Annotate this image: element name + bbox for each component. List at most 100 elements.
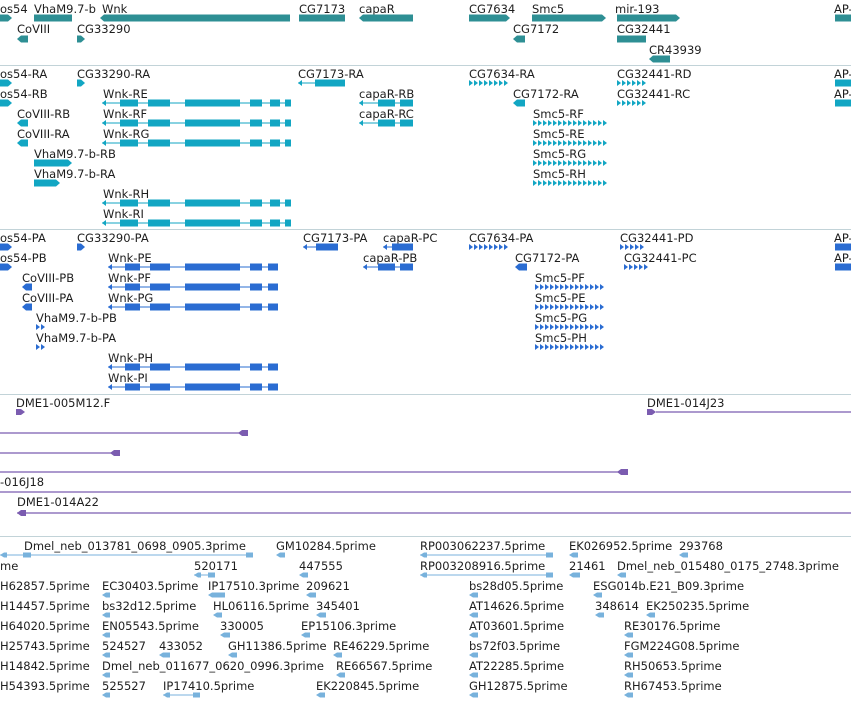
- proteins-feature-label[interactable]: CoVIII-PB: [22, 271, 75, 285]
- transcript-glyph-exon[interactable]: [148, 99, 170, 107]
- protein-glyph[interactable]: [600, 344, 604, 350]
- transcript-glyph[interactable]: [513, 99, 525, 107]
- transcript-glyph[interactable]: [598, 140, 602, 146]
- transcript-glyph-exon[interactable]: [120, 119, 138, 127]
- ests-feature-label[interactable]: H62857.5prime: [0, 579, 90, 593]
- transcript-glyph-exon[interactable]: [270, 199, 280, 207]
- transcripts-feature-label[interactable]: AP-: [834, 87, 851, 101]
- transcripts-feature-label[interactable]: Wnk-RI: [103, 207, 144, 221]
- proteins-feature-label[interactable]: Wnk-PG: [108, 291, 154, 305]
- est-glyph[interactable]: [299, 572, 308, 578]
- transcript-glyph-exon[interactable]: [270, 119, 280, 127]
- genes-feature-label[interactable]: AP-: [834, 2, 851, 16]
- genes-feature-label[interactable]: capaR: [359, 2, 395, 16]
- transcript-glyph[interactable]: [603, 140, 607, 146]
- protein-glyph[interactable]: [535, 324, 539, 330]
- transcript-glyph[interactable]: [588, 180, 592, 186]
- transcript-glyph[interactable]: [598, 180, 602, 186]
- protein-glyph[interactable]: [595, 344, 599, 350]
- genes-feature-label[interactable]: VhaM9.7-b: [34, 2, 96, 16]
- transcript-glyph[interactable]: [578, 140, 582, 146]
- transcript-glyph[interactable]: [469, 80, 473, 86]
- transcripts-feature-label[interactable]: Wnk-RH: [103, 187, 150, 201]
- protein-glyph[interactable]: [0, 243, 12, 251]
- clone-end-glyph[interactable]: [110, 450, 120, 456]
- transcript-glyph[interactable]: [627, 80, 631, 86]
- protein-glyph[interactable]: [565, 284, 569, 290]
- transcript-glyph[interactable]: [548, 180, 552, 186]
- proteins-feature-label[interactable]: AP-: [834, 251, 851, 265]
- ests-feature-label[interactable]: 345401: [316, 599, 360, 613]
- ests-feature-label[interactable]: AT14626.5prime: [469, 599, 565, 613]
- transcript-glyph[interactable]: [622, 100, 626, 106]
- ests-feature-label[interactable]: AT03601.5prime: [469, 619, 565, 633]
- est-glyph[interactable]: [213, 612, 222, 618]
- ests-feature-label[interactable]: bs32d12.5prime: [102, 599, 197, 613]
- transcript-glyph[interactable]: [617, 80, 621, 86]
- transcript-glyph[interactable]: [553, 140, 557, 146]
- transcripts-feature-label[interactable]: Wnk-RF: [103, 107, 148, 121]
- transcript-glyph[interactable]: [533, 180, 537, 186]
- protein-glyph[interactable]: [555, 304, 559, 310]
- protein-glyph[interactable]: [570, 304, 574, 310]
- proteins-feature-label[interactable]: os54-PB: [0, 251, 47, 265]
- est-glyph[interactable]: [102, 632, 110, 638]
- transcript-glyph[interactable]: [34, 179, 60, 187]
- transcript-glyph[interactable]: [588, 160, 592, 166]
- est-glyph[interactable]: [624, 652, 633, 658]
- ests-feature-label[interactable]: GH11386.5prime: [228, 639, 327, 653]
- protein-glyph[interactable]: [565, 304, 569, 310]
- transcript-glyph[interactable]: [603, 120, 607, 126]
- proteins-feature-label[interactable]: Wnk-PF: [108, 271, 152, 285]
- est-glyph[interactable]: [336, 672, 345, 678]
- protein-glyph-exon[interactable]: [125, 363, 140, 371]
- transcripts-feature-label[interactable]: CG32441-RC: [617, 87, 691, 101]
- protein-glyph[interactable]: [630, 244, 634, 250]
- protein-glyph-exon[interactable]: [268, 263, 278, 271]
- est-glyph[interactable]: [276, 552, 285, 558]
- ests-feature-label[interactable]: RH50653.5prime: [624, 659, 722, 673]
- protein-glyph[interactable]: [36, 324, 40, 330]
- transcript-glyph[interactable]: [642, 100, 646, 106]
- est-glyph[interactable]: [624, 672, 633, 678]
- transcript-glyph[interactable]: [558, 180, 562, 186]
- proteins-feature-label[interactable]: Wnk-PH: [108, 351, 154, 365]
- est-glyph[interactable]: [595, 612, 604, 618]
- protein-glyph[interactable]: [22, 303, 32, 311]
- transcript-glyph[interactable]: [593, 140, 597, 146]
- transcript-glyph[interactable]: [632, 80, 636, 86]
- protein-glyph[interactable]: [550, 284, 554, 290]
- est-glyph[interactable]: [24, 552, 31, 558]
- proteins-feature-label[interactable]: Smc5-PF: [535, 271, 585, 285]
- transcript-glyph[interactable]: [474, 80, 478, 86]
- est-glyph[interactable]: [208, 572, 215, 578]
- transcript-glyph[interactable]: [593, 160, 597, 166]
- ests-feature-label[interactable]: H25743.5prime: [0, 639, 90, 653]
- protein-glyph[interactable]: [580, 304, 584, 310]
- transcripts-feature-label[interactable]: CG32441-RD: [617, 67, 692, 81]
- transcript-glyph-arrow[interactable]: [359, 100, 363, 106]
- protein-glyph[interactable]: [535, 284, 539, 290]
- est-glyph[interactable]: [469, 612, 478, 618]
- transcript-glyph-exon[interactable]: [148, 199, 170, 207]
- gene-glyph[interactable]: [532, 14, 606, 22]
- transcript-glyph-exon[interactable]: [378, 99, 395, 107]
- transcripts-feature-label[interactable]: Smc5-RE: [533, 127, 585, 141]
- protein-glyph[interactable]: [515, 263, 527, 271]
- transcript-glyph[interactable]: [563, 140, 567, 146]
- proteins-feature-label[interactable]: capaR-PC: [383, 231, 438, 245]
- transcript-glyph[interactable]: [538, 120, 542, 126]
- protein-glyph[interactable]: [494, 244, 498, 250]
- transcript-glyph[interactable]: [583, 120, 587, 126]
- protein-glyph-exon[interactable]: [250, 283, 262, 291]
- protein-glyph[interactable]: [484, 244, 488, 250]
- ests-feature-label[interactable]: EP15106.3prime: [301, 619, 397, 633]
- transcript-glyph[interactable]: [622, 80, 626, 86]
- protein-glyph-exon[interactable]: [316, 243, 338, 251]
- transcript-glyph[interactable]: [543, 180, 547, 186]
- transcripts-feature-label[interactable]: VhaM9.7-b-RA: [34, 167, 116, 181]
- protein-glyph[interactable]: [550, 344, 554, 350]
- gene-glyph[interactable]: [34, 14, 72, 22]
- protein-glyph[interactable]: [540, 324, 544, 330]
